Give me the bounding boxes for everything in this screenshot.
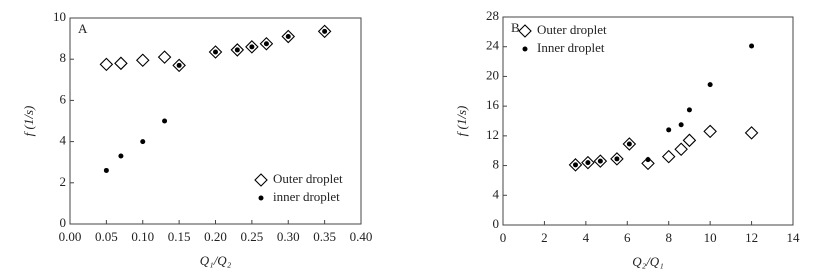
legend-marker [518, 24, 532, 38]
x-tick-label: 0.00 [59, 229, 82, 244]
dot-marker [234, 47, 240, 53]
diamond-marker [703, 124, 717, 139]
dot-marker [707, 82, 713, 88]
diamond-marker [622, 137, 637, 151]
diamond-marker [281, 29, 296, 44]
dot-marker [140, 139, 146, 145]
legend-label: Outer droplet [537, 22, 607, 37]
diamond-marker [99, 57, 114, 72]
legend-marker [254, 173, 268, 187]
plot-frame [502, 16, 794, 226]
dot-marker [597, 158, 603, 164]
x-tick-label: 0 [500, 230, 507, 245]
diamond-marker [208, 45, 223, 59]
x-tick-label: 0.30 [277, 229, 300, 244]
diamond-marker [114, 56, 128, 71]
y-tick-label: 8 [60, 50, 67, 65]
y-tick-label: 0 [493, 216, 500, 231]
dot-marker [322, 28, 328, 34]
dot-marker [213, 49, 218, 55]
diamond-marker [682, 133, 697, 148]
dot-marker [678, 122, 684, 128]
y-axis-label: f (1/s) [21, 106, 36, 137]
diamond-marker [245, 40, 259, 54]
dot-marker [645, 157, 651, 163]
diamond-marker [568, 158, 583, 172]
diamond-marker [172, 58, 186, 73]
dot-marker [103, 167, 109, 173]
x-tick-label: 0.05 [95, 229, 118, 244]
x-tick-label: 0.15 [168, 229, 191, 244]
dot-marker [585, 160, 591, 166]
diamond-marker [641, 156, 655, 171]
y-tick-label: 12 [486, 127, 499, 142]
x-tick-label: 2 [541, 230, 548, 245]
diamond-marker [581, 155, 595, 170]
y-tick-label: 2 [60, 174, 67, 189]
panel-label: B [511, 20, 520, 35]
diamond-marker [744, 126, 759, 140]
y-tick-label: 16 [486, 97, 500, 112]
x-tick-label: 4 [583, 230, 590, 245]
diamond-marker [593, 154, 608, 168]
legend-label: Inner droplet [537, 40, 605, 55]
dot-marker [162, 118, 168, 124]
panel-label: A [78, 21, 88, 36]
diamond-marker [610, 152, 624, 166]
x-tick-label: 0.20 [204, 229, 227, 244]
x-tick-label: 8 [665, 230, 672, 245]
y-tick-label: 4 [493, 186, 500, 201]
x-tick-label: 6 [624, 230, 631, 245]
diamond-marker [674, 142, 688, 157]
legend-label: inner droplet [273, 189, 340, 204]
dot-marker [176, 62, 182, 68]
dot-marker [749, 43, 755, 49]
x-tick-label: 0.10 [131, 229, 154, 244]
y-tick-label: 10 [53, 9, 66, 24]
dot-marker [118, 153, 124, 159]
x-tick-label: 14 [787, 230, 801, 245]
y-axis-label: f (1/s) [454, 106, 469, 137]
diamond-marker [259, 36, 274, 51]
x-axis-label: Q₂/Q₁ [632, 254, 663, 269]
x-axis-label: Q₁/Q₂ [200, 253, 232, 268]
y-tick-label: 8 [493, 157, 500, 172]
dot-marker [614, 156, 620, 162]
x-tick-label: 12 [745, 230, 758, 245]
y-tick-label: 20 [486, 67, 499, 82]
legend-marker [258, 195, 264, 201]
y-tick-label: 4 [60, 133, 67, 148]
x-tick-label: 0.40 [350, 229, 373, 244]
y-tick-label: 0 [60, 215, 67, 230]
legend-marker [522, 46, 528, 52]
diamond-marker [230, 43, 245, 57]
legend-label: Outer droplet [273, 171, 343, 186]
dot-marker [285, 34, 291, 40]
x-tick-label: 0.35 [313, 229, 336, 244]
diamond-marker [661, 149, 676, 164]
diamond-marker [317, 24, 332, 39]
y-tick-label: 6 [60, 91, 67, 106]
dot-marker [626, 141, 632, 147]
y-tick-label: 24 [486, 38, 500, 53]
x-tick-label: 0.25 [241, 229, 264, 244]
x-tick-label: 10 [704, 230, 717, 245]
dot-marker [666, 127, 672, 133]
y-tick-label: 28 [486, 8, 499, 23]
dot-marker [263, 41, 269, 47]
dot-marker [573, 162, 578, 168]
diamond-marker [135, 53, 150, 68]
dot-marker [686, 107, 692, 113]
dot-marker [249, 44, 255, 50]
diamond-marker [157, 50, 172, 64]
